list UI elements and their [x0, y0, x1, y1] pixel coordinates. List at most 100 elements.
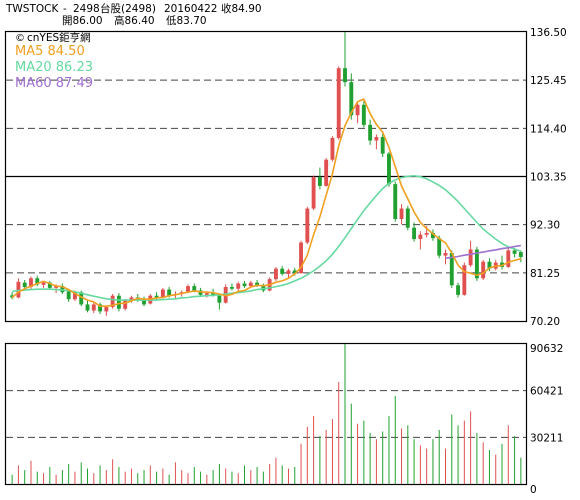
- candle-body: [412, 227, 417, 240]
- candle-body: [368, 124, 373, 141]
- candle-body: [317, 177, 322, 186]
- candle-body: [506, 250, 511, 267]
- candle-body: [462, 265, 467, 295]
- volume-tick-label: 30211: [530, 432, 563, 444]
- candle-body: [474, 249, 479, 279]
- legend-ma5: MA5 84.50: [15, 44, 85, 59]
- candle-body: [186, 286, 190, 293]
- candle-body: [242, 283, 247, 287]
- volume-bars: [11, 344, 522, 484]
- volume-panel-frame: [4, 342, 528, 486]
- price-tick-label: 81.25: [530, 268, 560, 280]
- candle-body: [449, 253, 454, 286]
- candle-body: [85, 304, 90, 311]
- ma20-line: [11, 174, 522, 301]
- price-grid: [6, 79, 526, 274]
- price-axis: 136.50 125.45 114.40 103.35 92.30 81.25 70.20: [530, 27, 567, 328]
- header-open: 開86.00: [62, 15, 103, 27]
- candle-body: [311, 177, 316, 209]
- candle-body: [91, 304, 96, 311]
- candle-body: [10, 295, 15, 298]
- candle-body: [198, 290, 203, 295]
- price-tick-label: 70.20: [530, 316, 560, 328]
- moving-averages: [11, 98, 522, 307]
- candle-body: [399, 208, 404, 219]
- candle-body: [437, 238, 442, 256]
- candle-body: [355, 104, 360, 116]
- candle-body: [41, 282, 46, 285]
- candle-body: [110, 295, 115, 308]
- header-close: 收84.90: [221, 2, 262, 15]
- candle-body: [456, 285, 461, 295]
- candle-body: [79, 292, 84, 305]
- candle-body: [29, 278, 33, 287]
- candle-body: [123, 300, 128, 309]
- volume-tick-label: 60421: [530, 386, 563, 398]
- candle-body: [167, 289, 172, 296]
- volume-tick-label: 90632: [530, 343, 563, 355]
- candle-body: [443, 253, 448, 256]
- candle-body: [248, 282, 253, 287]
- price-tick-label: 114.40: [530, 123, 567, 135]
- candle-body: [236, 283, 241, 289]
- header-symbol: TWSTOCK: [5, 3, 59, 15]
- candle-body: [273, 268, 278, 280]
- candle-body: [72, 292, 77, 300]
- candle-body: [343, 68, 347, 83]
- candle-body: [512, 250, 517, 254]
- ma60-line: [445, 244, 522, 259]
- candle-body: [22, 282, 27, 287]
- candle-body: [192, 286, 197, 291]
- header-name: 台股(2498): [100, 2, 156, 15]
- copyright-icon: ©: [15, 33, 25, 44]
- header-low: 低83.70: [166, 14, 207, 27]
- header-dash: -: [63, 3, 67, 15]
- candle-body: [129, 297, 134, 301]
- candle-body: [280, 268, 285, 274]
- candle-body: [211, 293, 216, 296]
- price-tick-label: 103.35: [530, 172, 567, 184]
- header-high: 高86.40: [114, 14, 155, 27]
- candle-body: [349, 82, 354, 116]
- candle-body: [54, 286, 59, 288]
- legend-brand: cnYES鉅亨網: [27, 31, 91, 44]
- volume-panel: 90632 60421 30211 0: [4, 342, 563, 496]
- candle-body: [387, 153, 391, 185]
- candle-body: [160, 289, 165, 298]
- price-tick-label: 136.50: [530, 27, 567, 39]
- candle-body: [286, 270, 291, 274]
- candle-body: [487, 261, 492, 269]
- candle-body: [481, 261, 486, 279]
- candle-body: [361, 104, 366, 125]
- candle-body: [324, 159, 329, 186]
- candle-body: [468, 249, 473, 266]
- candle-body: [299, 242, 303, 274]
- candle-body: [374, 137, 379, 141]
- header-code: 2498: [73, 3, 100, 15]
- candle-body: [255, 282, 260, 286]
- candle-body: [393, 184, 398, 219]
- candle-body: [204, 293, 209, 295]
- volume-tick-label: 0: [530, 484, 537, 496]
- candle-body: [16, 281, 21, 298]
- legend-ma60: MA60 87.49: [15, 76, 93, 91]
- candle-body: [66, 291, 71, 300]
- candle-body: [418, 234, 423, 240]
- candle-body: [230, 287, 234, 289]
- candle-body: [430, 232, 435, 239]
- candle-body: [154, 295, 159, 299]
- candle-body: [223, 287, 228, 303]
- candle-body: [292, 270, 297, 274]
- legend: © cnYES鉅亨網 MA5 84.50 MA20 86.23 MA60 87.…: [15, 31, 93, 91]
- candle-body: [405, 208, 410, 228]
- candle-body: [518, 252, 523, 257]
- candle-body: [261, 285, 266, 291]
- volume-axis: 90632 60421 30211 0: [530, 343, 563, 496]
- candle-body: [305, 208, 310, 243]
- candle-body: [47, 282, 52, 288]
- price-tick-label: 92.30: [530, 220, 560, 232]
- candle-body: [217, 295, 222, 303]
- candle-body: [60, 286, 65, 293]
- candle-body: [380, 137, 385, 154]
